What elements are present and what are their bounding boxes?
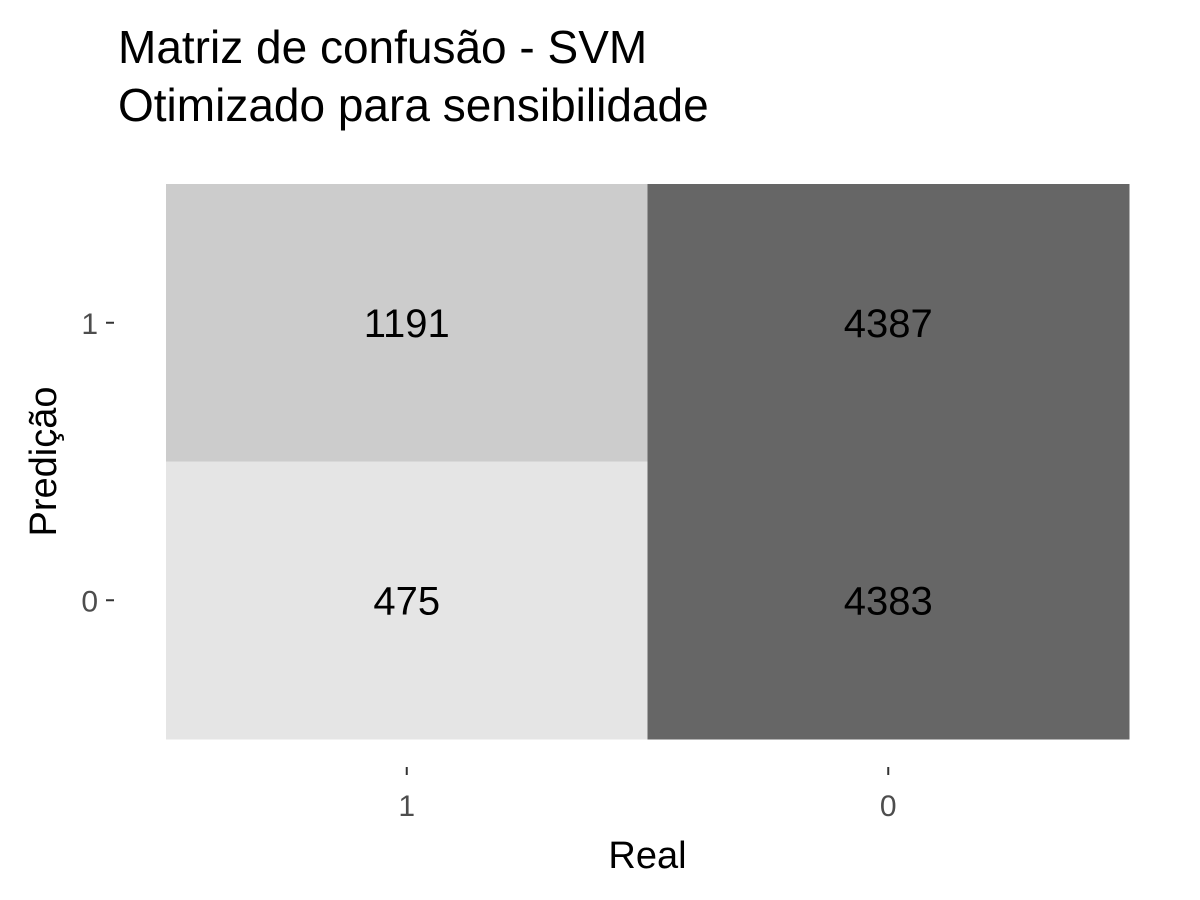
heatmap-cell-real-1-pred-0: [166, 461, 648, 740]
y-axis: 10: [81, 308, 114, 618]
y-tick-label: 0: [81, 585, 98, 618]
chart-title-line-2: Otimizado para sensibilidade: [118, 79, 709, 131]
heatmap-cell-real-0-pred-1: [647, 184, 1130, 462]
chart-title: Matriz de confusão - SVM Otimizado para …: [118, 18, 709, 134]
heatmap-cell-labels: 1191 4387 475 4383: [364, 302, 933, 624]
y-axis-title: Predição: [23, 387, 65, 537]
y-tick-label: 1: [81, 308, 98, 341]
heatmap-cell-real-1-pred-1: [166, 184, 648, 462]
cell-value-label: 4387: [844, 302, 933, 346]
chart-title-line-1: Matriz de confusão - SVM: [118, 21, 648, 73]
x-tick-label: 0: [880, 790, 897, 823]
x-tick-label: 1: [398, 790, 415, 823]
cell-value-label: 1191: [364, 302, 450, 346]
heatmap-cell-real-0-pred-0: [647, 461, 1130, 740]
x-axis-title: Real: [608, 835, 686, 877]
heatmap-cells: [166, 184, 1130, 740]
cell-value-label: 475: [373, 579, 440, 623]
cell-value-label: 4383: [844, 579, 933, 623]
